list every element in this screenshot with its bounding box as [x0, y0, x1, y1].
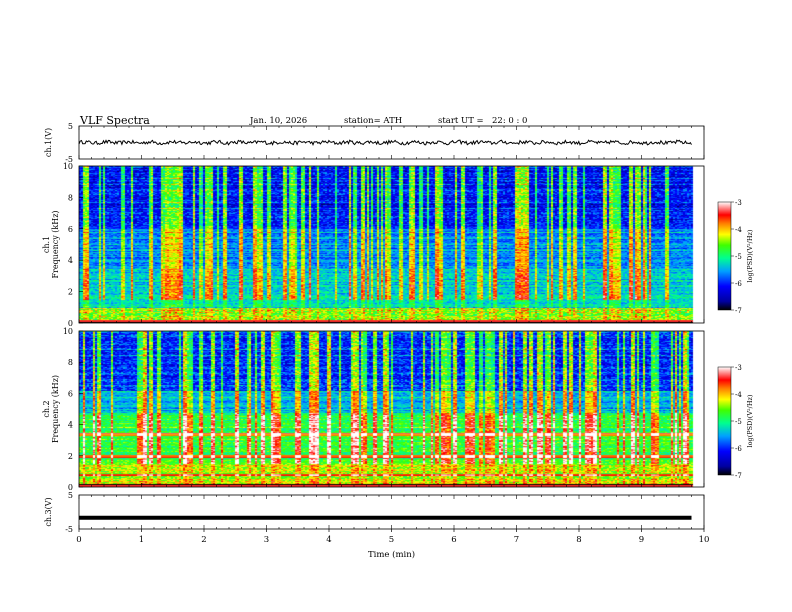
colorbar-ch2-spectrogram — [717, 366, 732, 476]
start-label: start UT = — [438, 116, 484, 126]
figure-title: VLF Spectra — [79, 114, 150, 127]
ytick-label-ch2-spectrogram-0: 0 — [68, 483, 73, 492]
ytick-label-ch1-waveform-top: 5 — [68, 122, 73, 131]
ytick-label-ch2-spectrogram-2: 2 — [68, 452, 73, 461]
xaxis-tick-label-1: 1 — [139, 535, 144, 545]
ytick-label-ch1-spectrogram-8: 8 — [68, 193, 73, 202]
colorbar-label-ch1-spectrogram: log(PSD)(V²/Hz) — [746, 229, 754, 282]
ytick-label-ch1-spectrogram-4: 4 — [68, 256, 73, 265]
ytick-label-ch1-spectrogram-0: 0 — [68, 319, 73, 328]
ytick-label-ch3-waveform-top: 5 — [68, 491, 73, 500]
xaxis-tick-label-9: 9 — [639, 535, 644, 545]
waveform-line-ch1-waveform — [78, 139, 692, 147]
ytick-label-ch2-spectrogram-10: 10 — [63, 327, 73, 336]
colorbar-tick-label-ch2-spectrogram--7: -7 — [735, 472, 742, 480]
spectrogram-canvas-ch2-spectrogram — [79, 331, 704, 487]
colorbar-tick-label-ch1-spectrogram--7: -7 — [735, 307, 742, 315]
colorbar-tick-label-ch1-spectrogram--6: -6 — [735, 280, 742, 288]
ytick-label-ch3-waveform-bottom: -5 — [65, 525, 73, 534]
colorbar-tick-label-ch2-spectrogram--3: -3 — [735, 364, 742, 372]
colorbar-tick-label-ch2-spectrogram--5: -5 — [735, 418, 742, 426]
ytick-label-ch2-spectrogram-6: 6 — [68, 389, 73, 398]
ylabel-freq-ch1-spectrogram: Frequency (kHz) — [51, 210, 60, 278]
xaxis-tick-label-6: 6 — [451, 535, 456, 545]
xaxis-tick-label-7: 7 — [514, 535, 519, 545]
station-label: station= ATH — [344, 116, 402, 126]
colorbar-label-ch2-spectrogram: log(PSD)(V²/Hz) — [746, 394, 754, 447]
ytick-label-ch2-spectrogram-8: 8 — [68, 358, 73, 367]
start-time: 22: 0 : 0 — [492, 116, 527, 126]
spectrogram-image-ch1-spectrogram — [79, 166, 704, 323]
xaxis-tick-label-0: 0 — [76, 535, 81, 545]
date-label: Jan. 10, 2026 — [249, 116, 307, 126]
xaxis-label: Time (min) — [368, 549, 415, 560]
ytick-label-ch2-spectrogram-4: 4 — [68, 421, 73, 430]
ylabel-ch1-waveform: ch.1(V) — [44, 128, 53, 157]
xaxis-tick-label-3: 3 — [264, 535, 269, 545]
xaxis-tick-label-10: 10 — [699, 535, 710, 545]
ylabel-ch3-waveform: ch.3(V) — [44, 497, 53, 526]
xaxis-tick-label-4: 4 — [326, 535, 331, 545]
colorbar-tick-label-ch1-spectrogram--5: -5 — [735, 253, 742, 261]
ylabel-freq-ch2-spectrogram: Frequency (kHz) — [51, 375, 60, 443]
spectrogram-canvas-ch1-spectrogram — [79, 166, 704, 323]
ytick-label-ch1-spectrogram-2: 2 — [68, 288, 73, 297]
ytick-label-ch1-spectrogram-6: 6 — [68, 225, 73, 234]
spectrogram-image-ch2-spectrogram — [79, 331, 704, 487]
xaxis-tick-label-8: 8 — [576, 535, 581, 545]
colorbar-tick-label-ch1-spectrogram--3: -3 — [735, 199, 742, 207]
colorbar-tick-label-ch2-spectrogram--4: -4 — [735, 391, 742, 399]
xaxis-tick-label-5: 5 — [389, 535, 394, 545]
ytick-label-ch1-spectrogram-10: 10 — [63, 162, 73, 171]
colorbar-tick-label-ch2-spectrogram--6: -6 — [735, 445, 742, 453]
xaxis-tick-label-2: 2 — [201, 535, 206, 545]
panel-frame-ch3-waveform — [78, 494, 705, 530]
ytick-label-ch1-waveform-bottom: -5 — [65, 155, 73, 164]
colorbar-ch1-spectrogram — [717, 201, 732, 311]
colorbar-tick-label-ch1-spectrogram--4: -4 — [735, 226, 742, 234]
ylabel-ch-ch2-spectrogram: ch.2 — [42, 400, 51, 417]
ylabel-ch-ch1-spectrogram: ch.1 — [42, 236, 51, 253]
